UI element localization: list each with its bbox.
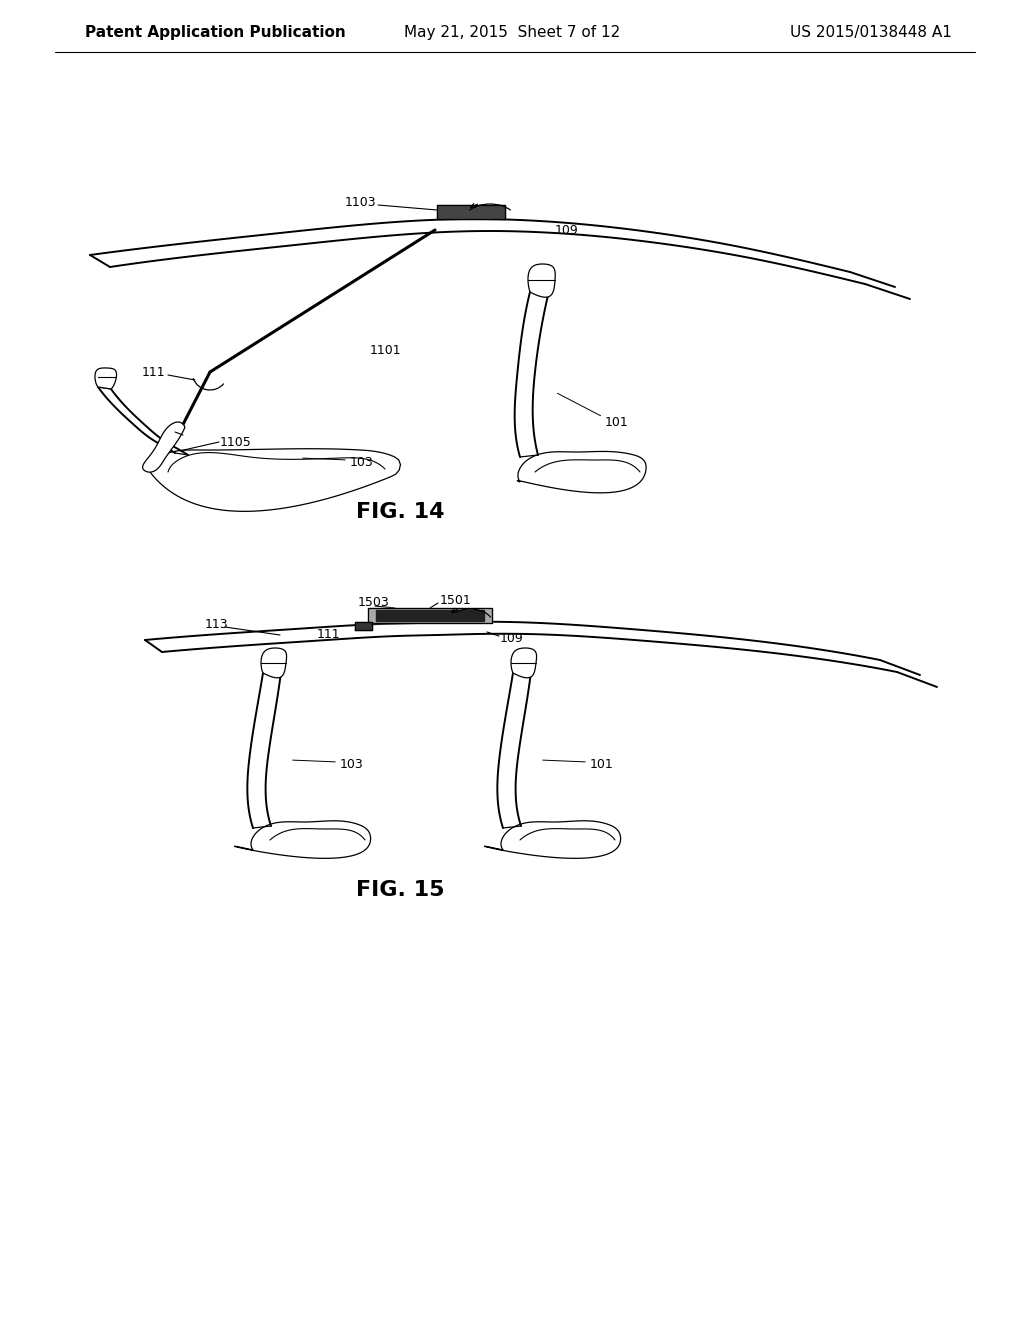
Text: 1101: 1101 — [370, 343, 401, 356]
Text: 1501: 1501 — [440, 594, 472, 606]
Text: 113: 113 — [205, 618, 228, 631]
Polygon shape — [511, 648, 537, 677]
Polygon shape — [528, 264, 555, 297]
Polygon shape — [376, 610, 484, 620]
Polygon shape — [484, 821, 621, 858]
Polygon shape — [150, 449, 400, 511]
Text: FIG. 14: FIG. 14 — [355, 502, 444, 521]
Polygon shape — [355, 622, 372, 630]
Polygon shape — [368, 609, 492, 623]
Text: 109: 109 — [555, 223, 579, 236]
Text: 1503: 1503 — [358, 597, 390, 610]
Text: FIG. 15: FIG. 15 — [355, 880, 444, 900]
Text: 111: 111 — [316, 628, 340, 642]
Polygon shape — [261, 648, 287, 677]
Text: 1103: 1103 — [345, 195, 377, 209]
Polygon shape — [95, 368, 117, 389]
Text: Patent Application Publication: Patent Application Publication — [85, 25, 346, 41]
Text: 103: 103 — [340, 759, 364, 771]
Text: US 2015/0138448 A1: US 2015/0138448 A1 — [791, 25, 952, 41]
Text: 101: 101 — [590, 759, 613, 771]
Polygon shape — [437, 205, 505, 219]
Polygon shape — [142, 422, 185, 473]
Text: 1105: 1105 — [220, 436, 252, 449]
Polygon shape — [517, 451, 646, 492]
Polygon shape — [234, 821, 371, 858]
Text: 109: 109 — [500, 631, 523, 644]
Text: May 21, 2015  Sheet 7 of 12: May 21, 2015 Sheet 7 of 12 — [403, 25, 621, 41]
Text: 103: 103 — [350, 455, 374, 469]
Text: 111: 111 — [141, 366, 165, 379]
Text: 101: 101 — [605, 416, 629, 429]
